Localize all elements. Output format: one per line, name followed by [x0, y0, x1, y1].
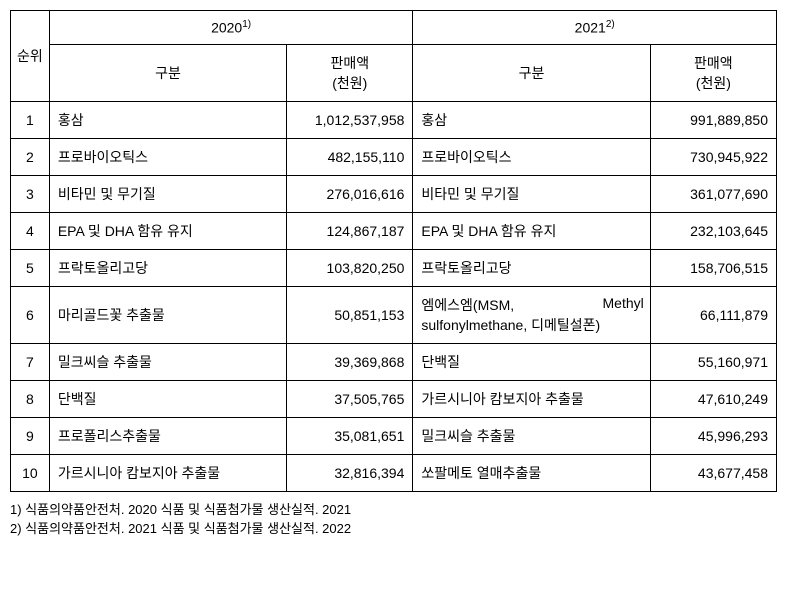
sales-2021-cell: 55,160,971	[650, 343, 776, 380]
year-2021-sup: 2)	[606, 19, 615, 30]
msm-line2: sulfonylmethane, 디메틸설폰)	[421, 315, 643, 335]
table-row: 8 단백질 37,505,765 가르시니아 캄보지아 추출물 47,610,2…	[11, 380, 777, 417]
sales-2021-cell: 66,111,879	[650, 286, 776, 343]
footnote-2: 2) 식품의약품안전처. 2021 식품 및 식품첨가물 생산실적. 2022	[10, 519, 777, 539]
year-2021-label: 2021	[575, 20, 606, 36]
table-row: 6 마리골드꽃 추출물 50,851,153 엠에스엠(MSM, Methyl …	[11, 286, 777, 343]
category-2020-cell: 비타민 및 무기질	[49, 175, 286, 212]
rank-cell: 2	[11, 138, 50, 175]
sales-2020-cell: 32,816,394	[287, 454, 413, 491]
table-row: 7 밀크씨슬 추출물 39,369,868 단백질 55,160,971	[11, 343, 777, 380]
rank-cell: 9	[11, 417, 50, 454]
sales-2020-cell: 39,369,868	[287, 343, 413, 380]
category-2021-cell: 밀크씨슬 추출물	[413, 417, 650, 454]
header-category-2020: 구분	[49, 44, 286, 101]
sales-ranking-table: 순위 20201) 20212) 구분 판매액(천원) 구분 판매액(천원) 1…	[10, 10, 777, 492]
sales-2021-cell: 991,889,850	[650, 101, 776, 138]
year-2020-label: 2020	[211, 20, 242, 36]
header-category-2021: 구분	[413, 44, 650, 101]
category-2021-cell: 프락토올리고당	[413, 249, 650, 286]
category-2021-cell: 단백질	[413, 343, 650, 380]
sales-2021-cell: 361,077,690	[650, 175, 776, 212]
footnote-1: 1) 식품의약품안전처. 2020 식품 및 식품첨가물 생산실적. 2021	[10, 500, 777, 520]
sales-2020-cell: 276,016,616	[287, 175, 413, 212]
category-2020-cell: 밀크씨슬 추출물	[49, 343, 286, 380]
sales-2020-cell: 50,851,153	[287, 286, 413, 343]
sales-2020-cell: 103,820,250	[287, 249, 413, 286]
category-2020-cell: 마리골드꽃 추출물	[49, 286, 286, 343]
msm-line1b: Methyl	[603, 295, 644, 315]
header-year-2020: 20201)	[49, 11, 413, 45]
category-2021-cell: 쏘팔메토 열매추출물	[413, 454, 650, 491]
table-row: 10 가르시니아 캄보지아 추출물 32,816,394 쏘팔메토 열매추출물 …	[11, 454, 777, 491]
category-2021-cell: 비타민 및 무기질	[413, 175, 650, 212]
table-row: 1 홍삼 1,012,537,958 홍삼 991,889,850	[11, 101, 777, 138]
header-sales-2020: 판매액(천원)	[287, 44, 413, 101]
sales-2021-cell: 45,996,293	[650, 417, 776, 454]
category-2021-cell: 프로바이오틱스	[413, 138, 650, 175]
category-2020-cell: EPA 및 DHA 함유 유지	[49, 212, 286, 249]
category-2021-cell: 가르시니아 캄보지아 추출물	[413, 380, 650, 417]
rank-cell: 10	[11, 454, 50, 491]
sales-2021-cell: 43,677,458	[650, 454, 776, 491]
sales-2020-cell: 37,505,765	[287, 380, 413, 417]
header-sales-2021: 판매액(천원)	[650, 44, 776, 101]
rank-cell: 6	[11, 286, 50, 343]
category-2020-cell: 프로폴리스추출물	[49, 417, 286, 454]
table-row: 4 EPA 및 DHA 함유 유지 124,867,187 EPA 및 DHA …	[11, 212, 777, 249]
rank-cell: 1	[11, 101, 50, 138]
msm-line1a: 엠에스엠(MSM,	[421, 295, 514, 315]
footnotes: 1) 식품의약품안전처. 2020 식품 및 식품첨가물 생산실적. 2021 …	[10, 500, 777, 539]
table-row: 5 프락토올리고당 103,820,250 프락토올리고당 158,706,51…	[11, 249, 777, 286]
table-row: 3 비타민 및 무기질 276,016,616 비타민 및 무기질 361,07…	[11, 175, 777, 212]
header-year-2021: 20212)	[413, 11, 777, 45]
sales-2020-cell: 35,081,651	[287, 417, 413, 454]
rank-cell: 8	[11, 380, 50, 417]
table-row: 9 프로폴리스추출물 35,081,651 밀크씨슬 추출물 45,996,29…	[11, 417, 777, 454]
rank-cell: 4	[11, 212, 50, 249]
table-row: 2 프로바이오틱스 482,155,110 프로바이오틱스 730,945,92…	[11, 138, 777, 175]
rank-cell: 3	[11, 175, 50, 212]
sales-2021-cell: 158,706,515	[650, 249, 776, 286]
sales-2020-cell: 1,012,537,958	[287, 101, 413, 138]
category-2020-cell: 가르시니아 캄보지아 추출물	[49, 454, 286, 491]
sales-2021-cell: 730,945,922	[650, 138, 776, 175]
category-2021-cell: 홍삼	[413, 101, 650, 138]
sales-2020-cell: 482,155,110	[287, 138, 413, 175]
category-2020-cell: 단백질	[49, 380, 286, 417]
sales-2020-cell: 124,867,187	[287, 212, 413, 249]
table-body: 1 홍삼 1,012,537,958 홍삼 991,889,850 2 프로바이…	[11, 101, 777, 491]
category-2020-cell: 프락토올리고당	[49, 249, 286, 286]
rank-cell: 5	[11, 249, 50, 286]
category-2021-cell: 엠에스엠(MSM, Methyl sulfonylmethane, 디메틸설폰)	[413, 286, 650, 343]
year-2020-sup: 1)	[242, 19, 251, 30]
category-2020-cell: 홍삼	[49, 101, 286, 138]
rank-cell: 7	[11, 343, 50, 380]
header-rank: 순위	[11, 11, 50, 102]
category-2021-cell: EPA 및 DHA 함유 유지	[413, 212, 650, 249]
sales-2021-cell: 47,610,249	[650, 380, 776, 417]
category-2020-cell: 프로바이오틱스	[49, 138, 286, 175]
sales-2021-cell: 232,103,645	[650, 212, 776, 249]
